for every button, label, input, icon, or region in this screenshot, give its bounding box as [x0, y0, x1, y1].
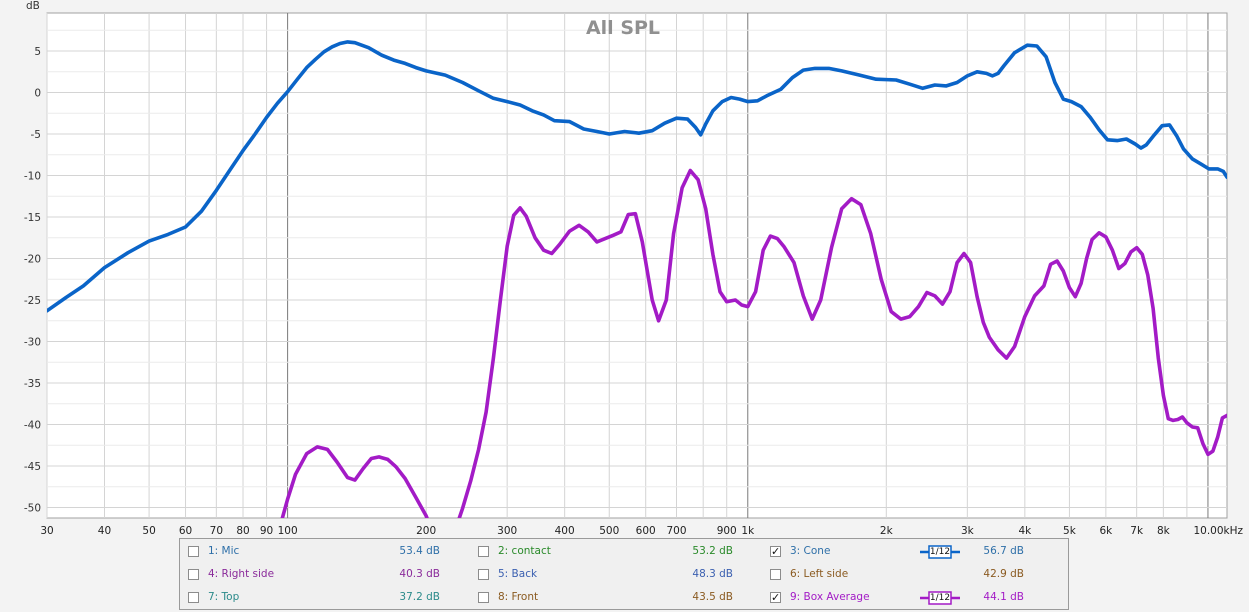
legend-item-label: 7: Top	[208, 591, 240, 603]
horizontal-grid	[47, 29, 1227, 508]
legend-item-label: 6: Left side	[790, 568, 849, 580]
y-tick-label: -45	[24, 461, 41, 473]
y-tick-label: 5	[34, 46, 41, 58]
smoothing-label: 1/12	[929, 593, 951, 603]
legend-checkbox[interactable]	[770, 569, 781, 580]
legend-item-level: 53.4 dB	[399, 545, 440, 557]
legend-checkbox[interactable]	[478, 546, 489, 557]
x-tick-label: 8k	[1157, 525, 1171, 536]
legend-item-label: 9: Box Average	[790, 591, 870, 603]
smoothing-indicator[interactable]: 1/12	[920, 591, 960, 605]
legend-checkbox[interactable]	[478, 569, 489, 580]
legend-item-level: 56.7 dB	[983, 545, 1024, 557]
x-tick-label: 90	[260, 525, 273, 536]
legend-item-level: 43.5 dB	[692, 591, 733, 603]
plot-area	[46, 12, 1228, 519]
legend-checkbox[interactable]: ✓	[770, 591, 781, 604]
legend-item[interactable]: ✓ 3: Cone 56.7 dB	[770, 544, 1030, 562]
legend-item-label: 8: Front	[498, 591, 539, 603]
legend-item[interactable]: 5: Back 48.3 dB	[478, 567, 738, 585]
x-tick-label: 40	[98, 525, 111, 536]
y-tick-label: -5	[31, 129, 41, 141]
y-tick-label: -35	[24, 378, 41, 390]
x-tick-label: 500	[599, 525, 619, 536]
vertical-grid	[46, 13, 1209, 518]
x-tick-label: 50	[142, 525, 155, 536]
x-tick-label: 10.00kHz	[1193, 525, 1243, 536]
x-tick-label: 80	[236, 525, 249, 536]
legend-checkbox[interactable]	[188, 546, 199, 557]
chart-title: All SPL	[586, 17, 660, 39]
legend-item[interactable]: ✓ 9: Box Average 44.1 dB	[770, 590, 1030, 608]
x-tick-label: 6k	[1099, 525, 1113, 536]
y-tick-label: -15	[24, 212, 41, 224]
legend-checkbox[interactable]	[188, 569, 199, 580]
x-tick-label: 900	[717, 525, 737, 536]
legend-checkbox[interactable]	[188, 592, 199, 603]
x-tick-label: 4k	[1018, 525, 1032, 536]
y-tick-label: -25	[24, 295, 41, 307]
series-lines	[47, 40, 1227, 518]
x-tick-label: 700	[666, 525, 686, 536]
series-line-box-average	[457, 168, 1227, 518]
legend-item[interactable]: 6: Left side 42.9 dB	[770, 567, 1030, 585]
legend-item-label: 5: Back	[498, 568, 538, 580]
legend-item-level: 40.3 dB	[399, 568, 440, 580]
legend-item-label: 3: Cone	[790, 545, 831, 557]
smoothing-indicator[interactable]: 1/12	[920, 545, 960, 559]
legend-panel: 1: Mic 53.4 dB 2: contact 53.2 dB ✓ 3: Cone 56…	[179, 538, 1069, 610]
x-tick-label: 70	[210, 525, 223, 536]
x-tick-label: 5k	[1063, 525, 1077, 536]
legend-item-level: 42.9 dB	[983, 568, 1024, 580]
legend-item-level: 37.2 dB	[399, 591, 440, 603]
x-tick-label: 200	[416, 525, 436, 536]
y-tick-label: 0	[34, 88, 41, 100]
legend-item[interactable]: 8: Front 43.5 dB	[478, 590, 738, 608]
x-tick-label: 2k	[880, 525, 894, 536]
legend-item[interactable]: 7: Top 37.2 dB	[188, 590, 448, 608]
legend-item[interactable]: 1: Mic 53.4 dB	[188, 544, 448, 562]
legend-checkbox[interactable]: ✓	[770, 545, 781, 558]
legend-item[interactable]: 2: contact 53.2 dB	[478, 544, 738, 562]
x-tick-label: 30	[40, 525, 53, 536]
x-tick-label: 60	[179, 525, 192, 536]
legend-item-level: 44.1 dB	[983, 591, 1024, 603]
x-tick-label: 100	[278, 525, 298, 536]
legend-item-label: 2: contact	[498, 545, 551, 557]
y-tick-label: -40	[24, 420, 41, 432]
y-tick-label: -50	[24, 503, 41, 515]
legend-item-label: 4: Right side	[208, 568, 275, 580]
series-line-cone	[47, 40, 1227, 313]
x-tick-label: 600	[636, 525, 656, 536]
y-tick-labels: 5 0 -5 -10 -15 -20 -25 -30 -35 -40 -45 -50	[24, 46, 41, 515]
legend-item-level: 48.3 dB	[692, 568, 733, 580]
series-line-box-average	[280, 445, 429, 518]
x-tick-label: 3k	[961, 525, 975, 536]
x-tick-labels: 30 40 50 60 70 80 90 100 200 300 400 500 600 700 900 1k…	[40, 525, 1243, 536]
legend-item-level: 53.2 dB	[692, 545, 733, 557]
y-axis-label: dB	[26, 0, 40, 12]
spl-chart: 50-5-10-15-20-25-30-35-40-45-50 30 40 50 60…	[24, 0, 1244, 536]
legend-item-label: 1: Mic	[208, 545, 240, 557]
y-tick-label: -30	[24, 337, 41, 349]
y-tick-label: -20	[24, 254, 41, 266]
x-tick-label: 400	[555, 525, 575, 536]
legend-checkbox[interactable]	[478, 592, 489, 603]
smoothing-label: 1/12	[929, 547, 951, 557]
x-tick-label: 7k	[1130, 525, 1144, 536]
x-tick-label: 300	[497, 525, 517, 536]
x-tick-label: 1k	[741, 525, 755, 536]
y-tick-label: -10	[24, 171, 41, 183]
legend-item[interactable]: 4: Right side 40.3 dB	[188, 567, 448, 585]
